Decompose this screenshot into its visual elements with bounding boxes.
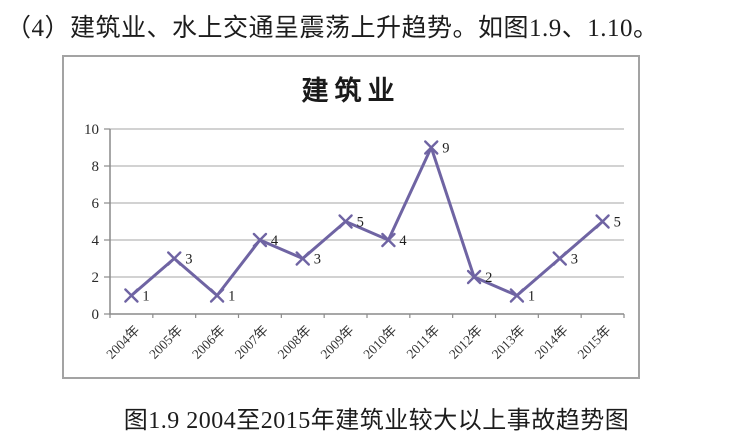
data-point-label: 3 bbox=[314, 252, 321, 268]
y-tick-label: 0 bbox=[92, 307, 100, 323]
data-point-marker bbox=[167, 251, 182, 266]
y-tick-label: 10 bbox=[84, 122, 99, 138]
x-tick-label: 2011年 bbox=[403, 323, 442, 362]
x-tick-label: 2010年 bbox=[360, 323, 399, 362]
x-tick-label: 2014年 bbox=[532, 323, 571, 362]
figure-caption: 图1.9 2004至2015年建筑业较大以上事故趋势图 bbox=[123, 408, 630, 434]
y-tick-label: 4 bbox=[92, 233, 100, 249]
chart-title: 建筑业 bbox=[301, 76, 401, 106]
data-point-marker bbox=[209, 288, 225, 303]
x-tick-label: 2007年 bbox=[232, 323, 271, 362]
data-point-marker bbox=[124, 288, 139, 303]
data-point-label: 4 bbox=[271, 233, 279, 249]
y-tick-label: 8 bbox=[92, 159, 100, 175]
data-point-marker bbox=[424, 140, 439, 155]
x-tick-label: 2015年 bbox=[574, 323, 613, 362]
chart-container: 0 2 4 6 8 10 2004年 2005年 2006年 2007年 2008年 2009年 201… bbox=[62, 55, 640, 379]
data-point-label: 3 bbox=[571, 252, 578, 268]
data-point-label: 9 bbox=[442, 141, 449, 157]
data-point-label: 3 bbox=[185, 252, 192, 268]
y-tick-label: 2 bbox=[92, 270, 100, 286]
x-tick-label: 2006年 bbox=[189, 323, 228, 362]
x-tick-label: 2005年 bbox=[146, 323, 185, 362]
data-point-label: 2 bbox=[485, 270, 492, 286]
x-tick-label: 2012年 bbox=[446, 323, 485, 362]
x-tick-label: 2008年 bbox=[275, 323, 314, 362]
data-point-marker bbox=[552, 251, 567, 266]
y-tick-label: 6 bbox=[92, 196, 100, 212]
data-point-label: 5 bbox=[357, 215, 364, 231]
data-point-label: 1 bbox=[528, 289, 535, 305]
data-point-marker bbox=[509, 288, 525, 303]
x-tick-label: 2004年 bbox=[103, 323, 142, 362]
data-point-marker bbox=[295, 251, 310, 266]
x-tick-label: 2013年 bbox=[489, 323, 528, 362]
data-point-label: 5 bbox=[614, 215, 621, 231]
data-point-label: 4 bbox=[399, 233, 407, 249]
data-point-marker bbox=[338, 214, 353, 229]
data-point-marker bbox=[595, 214, 610, 229]
data-point-marker bbox=[381, 232, 396, 248]
paragraph-text: （4）建筑业、水上交通呈震荡上升趋势。如图1.9、1.10。 bbox=[6, 15, 659, 42]
data-point-marker bbox=[252, 232, 268, 248]
x-tick-label: 2009年 bbox=[317, 323, 356, 362]
data-point-label: 1 bbox=[142, 289, 149, 305]
data-point-marker bbox=[466, 269, 482, 285]
data-series-line bbox=[129, 146, 605, 297]
data-point-label: 1 bbox=[228, 289, 235, 305]
